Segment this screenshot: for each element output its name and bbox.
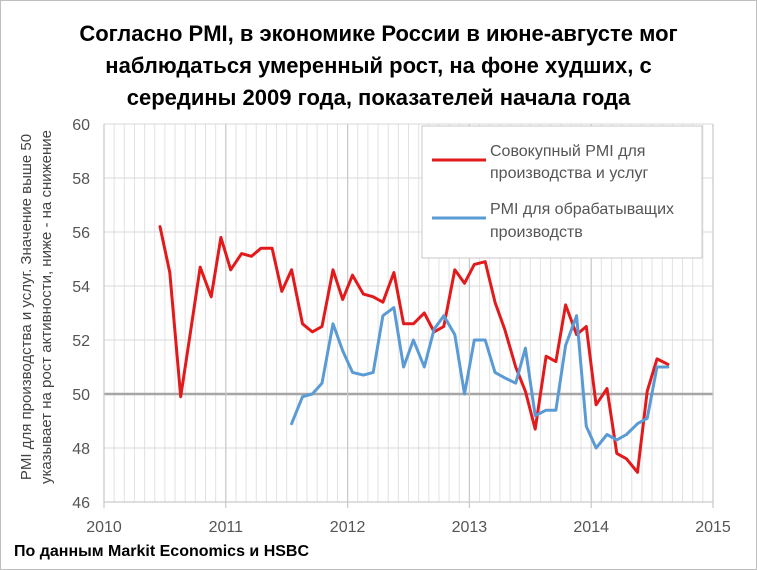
series-line-composite [158,225,670,474]
y-axis-title-line: указывает на рост активности, ниже - на … [38,130,55,484]
legend-label-composite-line: производства и услуг [490,165,648,182]
x-tick-label: 2013 [452,519,488,536]
y-tick-label: 58 [72,171,90,188]
y-tick-label: 46 [72,495,90,512]
y-tick-label: 50 [72,387,90,404]
chart-title-line: наблюдаться умеренный рост, на фоне худш… [105,53,652,78]
chart-title-line: Согласно PMI, в экономике России в июне-… [79,21,678,46]
x-tick-label: 2015 [695,519,731,536]
legend: Совокупный PMI для производства и услуг … [421,125,703,259]
y-tick-label: 60 [72,117,90,134]
x-tick-label: 2014 [573,519,609,536]
series [158,225,670,474]
legend-label-composite-line: Совокупный PMI для [490,143,645,160]
source-note: По данным Markit Economics и HSBC [14,543,310,560]
y-tick-label: 48 [72,441,90,458]
y-axis-title-line: PMI для производства и услуг. Значение в… [18,134,35,480]
y-tick-label: 54 [72,279,90,296]
y-tick-label: 56 [72,225,90,242]
x-tick-label: 2010 [86,519,122,536]
series-line-manufacturing [290,306,670,450]
legend-label-manufacturing-line: PMI для обрабатыващих [490,201,674,218]
chart-title: Согласно PMI, в экономике России в июне-… [10,18,747,114]
legend-label-manufacturing-line: производств [490,224,583,241]
legend-box [421,125,703,259]
y-tick-label: 52 [72,333,90,350]
x-tick-label: 2012 [330,519,366,536]
x-tick-label: 2011 [209,519,244,536]
chart-title-line: середины 2009 года, показателей начала г… [126,85,631,110]
axes: 46 48 50 52 54 56 58 60 2010 2011 2012 2013 2014 2015 [72,117,731,536]
